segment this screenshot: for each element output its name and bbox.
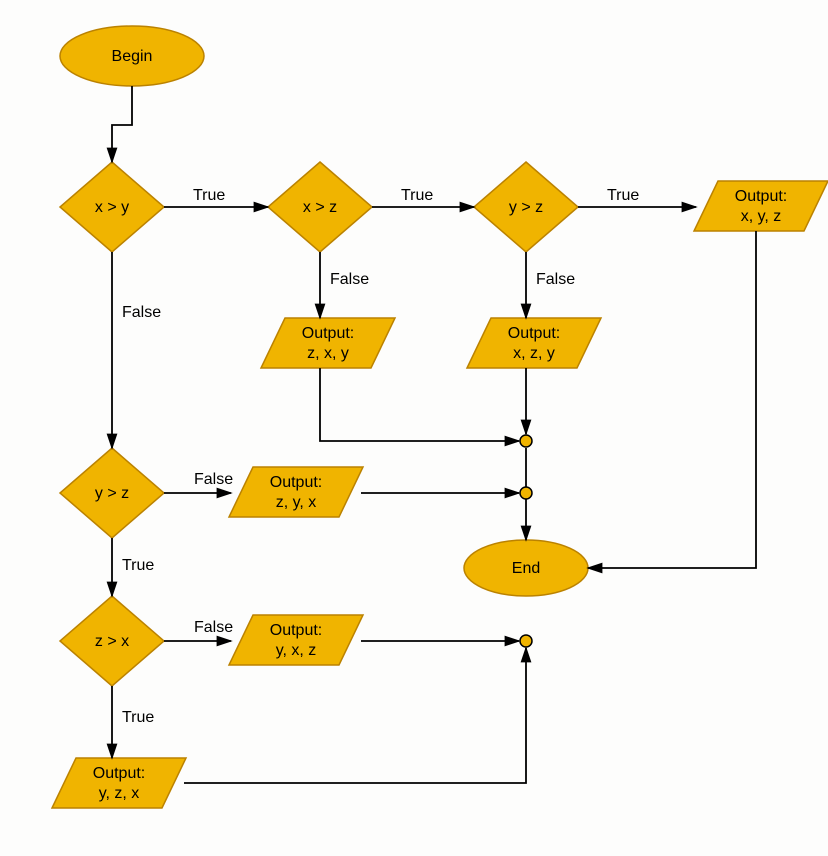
svg-text:Output:: Output:: [270, 622, 322, 639]
flowchart-canvas: Begin x > y x > z y > z Output: x, y, z Output…: [0, 0, 828, 856]
svg-text:Output:: Output:: [93, 765, 145, 782]
svg-text:Output:: Output:: [270, 474, 322, 491]
svg-text:z > x: z > x: [95, 633, 129, 650]
svg-text:x, y, z: x, y, z: [741, 208, 782, 225]
edge-e-xyz-end: [588, 231, 756, 568]
svg-text:y, x, z: y, x, z: [276, 642, 317, 659]
join-dot: [520, 435, 532, 447]
svg-text:True: True: [401, 187, 433, 204]
svg-text:False: False: [194, 471, 233, 488]
svg-text:x > y: x > y: [95, 199, 129, 216]
svg-text:Begin: Begin: [112, 48, 153, 65]
svg-text:True: True: [122, 709, 154, 726]
svg-text:False: False: [194, 619, 233, 636]
edge-e-zxy-join: [320, 368, 519, 441]
join-dot: [520, 635, 532, 647]
svg-text:Output:: Output:: [735, 188, 787, 205]
svg-text:y, z, x: y, z, x: [99, 785, 140, 802]
svg-text:True: True: [122, 557, 154, 574]
svg-text:x, z, y: x, z, y: [513, 345, 555, 362]
svg-text:End: End: [512, 560, 540, 577]
edge-e-begin-xy: [112, 86, 132, 162]
svg-text:Output:: Output:: [302, 325, 354, 342]
svg-text:y > z: y > z: [95, 485, 129, 502]
svg-text:z, x, y: z, x, y: [307, 345, 349, 362]
edge-e-yzx-join: [184, 648, 526, 783]
svg-text:False: False: [330, 271, 369, 288]
join-dot: [520, 487, 532, 499]
svg-text:True: True: [193, 187, 225, 204]
svg-text:Output:: Output:: [508, 325, 560, 342]
svg-text:x > z: x > z: [303, 199, 337, 216]
svg-text:False: False: [122, 304, 161, 321]
svg-text:True: True: [607, 187, 639, 204]
svg-text:y > z: y > z: [509, 199, 543, 216]
svg-text:z, y, x: z, y, x: [276, 494, 317, 511]
svg-text:False: False: [536, 271, 575, 288]
